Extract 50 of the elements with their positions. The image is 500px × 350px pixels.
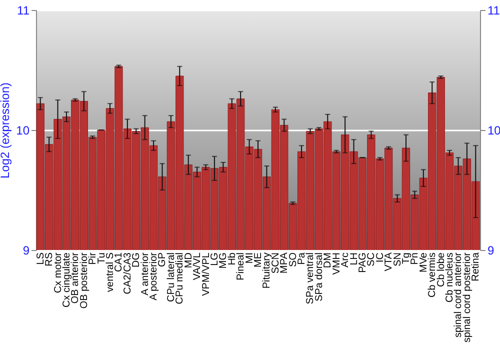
x-tick-label: A posterior [148,252,160,300]
x-tick-label: DG [131,252,142,268]
x-tick-label: Tu [96,252,108,264]
x-tick-label: GP [157,252,168,267]
x-tick-label: DM [322,252,334,268]
x-tick-label: IC [374,252,386,262]
y-tick-label: 10 [16,124,30,138]
x-tick-label: A anterior [140,252,151,296]
x-tick-label: Arc [340,252,352,268]
x-tick-label: SO [288,252,299,267]
x-tick-label: VPM/VPL [200,252,212,296]
x-tick-label: OB anterior [70,252,82,304]
y2-tick-label: 11 [488,4,500,18]
x-tick-label: MVe [418,252,430,273]
x-tick-label: Retina [470,252,482,282]
y2-tick-label: 10 [488,124,500,138]
x-tick-label: CPu medial [174,252,186,304]
x-tick-label: ventral S [105,252,116,292]
x-tick-label: Pn [410,252,421,265]
x-tick-label: SCN [270,252,282,274]
x-tick-label: SN [392,252,404,266]
x-tick-label: Pineal [236,252,247,280]
x-tick-label: CPu lateral [166,252,177,302]
x-tick-label: CA2/CA3 [122,252,134,294]
x-tick-label: Tg [401,252,412,264]
x-tick-label: ME [253,252,264,268]
x-tick-label: MPA [279,252,290,274]
x-tick-label: spinal cord posterior [462,252,473,343]
x-tick-label: VTA [384,252,395,272]
x-tick-label: SC [366,252,378,266]
y-tick-label: 9 [22,244,30,258]
x-tick-label: RS [44,252,56,266]
x-tick-label: Pituitary [262,252,273,289]
x-tick-label: MI [244,252,256,264]
x-tick-label: OB posterior [78,252,90,309]
x-tick-label: Hb [226,252,238,266]
x-tick-label: LG [209,252,220,266]
x-tick-label: VMH [331,252,342,275]
x-tick-label: spinal cord anterior [453,252,464,338]
x-tick-label: Cx cingulate [61,252,72,308]
y2-tick-label: 9 [488,244,494,258]
x-tick-label: SPa dorsal [314,252,325,302]
x-tick-label: Pir [88,252,99,265]
x-tick-label: CA1 [114,252,125,272]
x-tick-label: PAG [357,252,368,273]
x-tick-label: LH [348,252,360,266]
y-tick-label: 11 [17,4,30,18]
x-tick-label: Cb lobe [436,252,447,287]
y-axis-title: Log2 (expression) [0,82,12,179]
x-tick-label: LS [35,252,46,265]
